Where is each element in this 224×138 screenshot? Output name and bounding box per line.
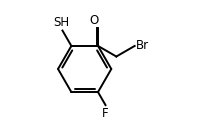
Text: O: O	[89, 14, 99, 27]
Text: Br: Br	[136, 39, 149, 52]
Text: SH: SH	[54, 16, 70, 29]
Text: F: F	[102, 107, 109, 120]
